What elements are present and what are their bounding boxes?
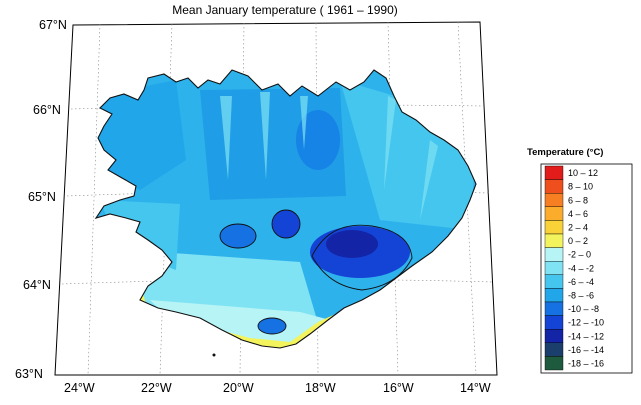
legend-swatch: [544, 356, 564, 371]
legend-swatch: [544, 233, 564, 248]
legend-swatch: [544, 192, 564, 207]
westman-islands: [212, 353, 216, 357]
legend-label: -16 – -14: [568, 345, 604, 355]
legend-swatch: [544, 288, 564, 303]
lat-label-65: 65°N: [28, 190, 56, 204]
glacier-hofsjokull: [272, 210, 300, 238]
glacier-vatnajokull-core: [326, 230, 378, 258]
glacier-langjokull: [220, 224, 256, 248]
lat-label-63: 63°N: [15, 367, 43, 381]
legend-swatch: [544, 329, 564, 344]
legend: Temperature (°C) 10 – 12 8 – 10 6 – 8 4 – 6…: [527, 147, 633, 374]
iceland-coastline: [94, 69, 477, 349]
legend-label: -18 – -16: [568, 359, 604, 369]
legend-label: -8 – -6: [568, 291, 594, 301]
legend-label: 2 – 4: [568, 223, 588, 233]
legend-label: -14 – -12: [568, 331, 604, 341]
legend-swatch: [544, 206, 564, 221]
highland-cold-spot: [296, 110, 340, 170]
legend-title: Temperature (°C): [527, 147, 603, 158]
glacier-myrdalsjokull: [258, 318, 286, 334]
legend-swatch: [544, 247, 564, 262]
legend-label: -12 – -10: [568, 318, 604, 328]
lon-label-24w: 24°W: [64, 381, 95, 395]
lon-label-20w: 20°W: [223, 381, 254, 395]
lon-label-14w: 14°W: [460, 381, 491, 395]
legend-swatch: [544, 274, 564, 289]
legend-label: 10 – 12: [568, 168, 598, 178]
zone-northwest-fjords: [96, 80, 186, 190]
legend-swatch: [544, 165, 564, 180]
legend-swatch: [544, 301, 564, 316]
legend-swatch: [544, 261, 564, 276]
legend-label: -4 – -2: [568, 263, 594, 273]
legend-label: 6 – 8: [568, 195, 588, 205]
legend-label: 8 – 10: [568, 182, 593, 192]
lat-label-64: 64°N: [23, 278, 51, 292]
legend-label: -10 – -8: [568, 304, 599, 314]
legend-label: -2 – 0: [568, 250, 591, 260]
glacier-outlines: [219, 209, 413, 335]
legend-swatch: [544, 315, 564, 330]
legend-swatch: [544, 220, 564, 235]
longitude-labels: 24°W 22°W 20°W 18°W 16°W 14°W: [64, 381, 491, 395]
legend-swatch: [544, 179, 564, 194]
legend-label: -6 – -4: [568, 277, 594, 287]
legend-label: 0 – 2: [568, 236, 588, 246]
lat-label-67: 67°N: [39, 18, 67, 32]
lon-label-22w: 22°W: [141, 381, 172, 395]
latitude-labels: 67°N 66°N 65°N 64°N 63°N: [15, 18, 67, 381]
lat-label-66: 66°N: [33, 103, 61, 117]
map-title: Mean January temperature ( 1961 – 1990): [172, 3, 398, 17]
lon-label-16w: 16°W: [383, 381, 414, 395]
legend-label: 4 – 6: [568, 209, 588, 219]
legend-swatch: [544, 342, 564, 357]
zone-coastal-strip: [150, 300, 330, 348]
lon-label-18w: 18°W: [305, 381, 336, 395]
